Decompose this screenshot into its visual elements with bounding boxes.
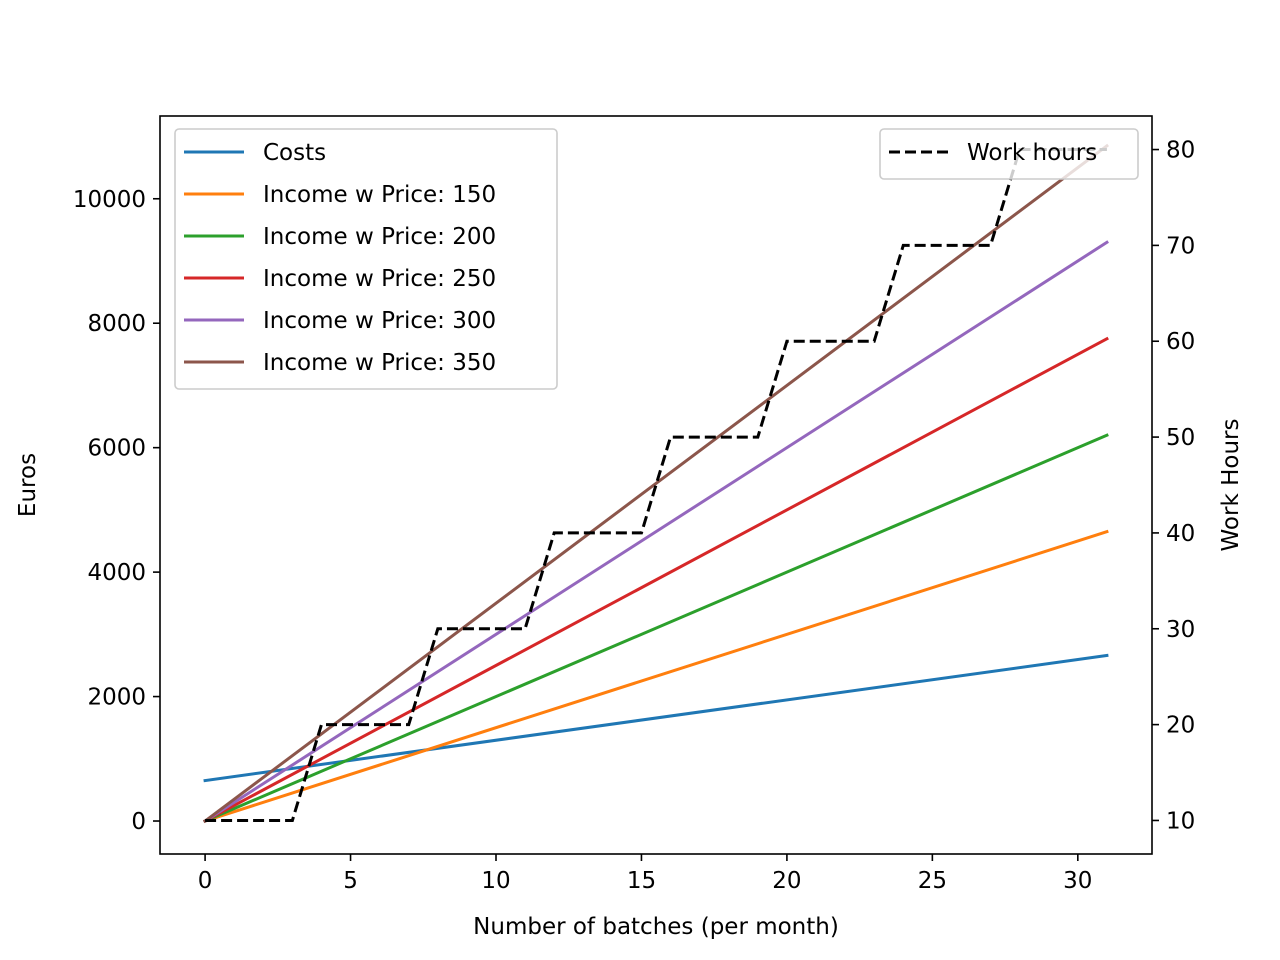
series-line-2 [203, 529, 1109, 823]
series-line-4 [203, 336, 1109, 824]
y-tick-label: 8000 [87, 311, 146, 337]
y2-tick-label: 50 [1166, 425, 1195, 451]
x-tick-label: 0 [198, 868, 213, 894]
x-tick-label: 5 [343, 868, 358, 894]
legend-label: Income w Price: 300 [263, 308, 496, 334]
y-axis-left: 0 2000 4000 6000 8000 10000 [73, 187, 160, 835]
legend-label: Income w Price: 150 [263, 182, 496, 208]
y-tick-label: 2000 [87, 685, 146, 711]
x-tick-label: 25 [918, 868, 947, 894]
x-tick-label: 30 [1063, 868, 1092, 894]
y-tick-label: 10000 [73, 187, 146, 213]
legend-label: Income w Price: 350 [263, 350, 496, 376]
legend-label: Work hours [967, 140, 1097, 166]
series-line-5 [203, 240, 1109, 824]
y-tick-label: 6000 [87, 436, 146, 462]
y2-tick-label: 70 [1166, 233, 1195, 259]
x-tick-label: 10 [481, 868, 510, 894]
y2-tick-label: 40 [1166, 521, 1195, 547]
legend-secondary: Work hours [879, 128, 1139, 180]
x-axis: 0 5 10 15 20 25 30 [198, 854, 1092, 894]
y2-tick-label: 60 [1166, 329, 1195, 355]
plot-lines [202, 143, 1110, 824]
series-line-3 [203, 433, 1109, 823]
y2-tick-label: 80 [1166, 138, 1195, 164]
legend-label: Income w Price: 250 [263, 266, 496, 292]
y-axis-right: 10 20 30 40 50 60 70 80 [1152, 138, 1195, 834]
x-tick-label: 15 [627, 868, 656, 894]
series-line-1 [203, 653, 1109, 783]
legend-frame [879, 128, 1139, 180]
legend-frame [174, 128, 558, 390]
work-hours-line [205, 148, 1107, 822]
y-tick-label: 0 [131, 809, 146, 835]
legend-label: Costs [263, 140, 326, 166]
y-axis-label: Euros [15, 453, 41, 517]
legend-primary: Costs Income w Price: 150 Income w Price: … [174, 128, 558, 390]
x-axis-label: Number of batches (per month) [473, 914, 839, 940]
y2-tick-label: 20 [1166, 713, 1195, 739]
series-line-6 [202, 143, 1110, 824]
y-tick-label: 4000 [87, 560, 146, 586]
y2-axis-label: Work Hours [1218, 419, 1244, 552]
x-tick-label: 20 [772, 868, 801, 894]
plot-frame [159, 115, 1153, 855]
legend-label: Income w Price: 200 [263, 224, 496, 250]
y2-tick-label: 10 [1166, 808, 1195, 834]
y2-tick-label: 30 [1166, 617, 1195, 643]
